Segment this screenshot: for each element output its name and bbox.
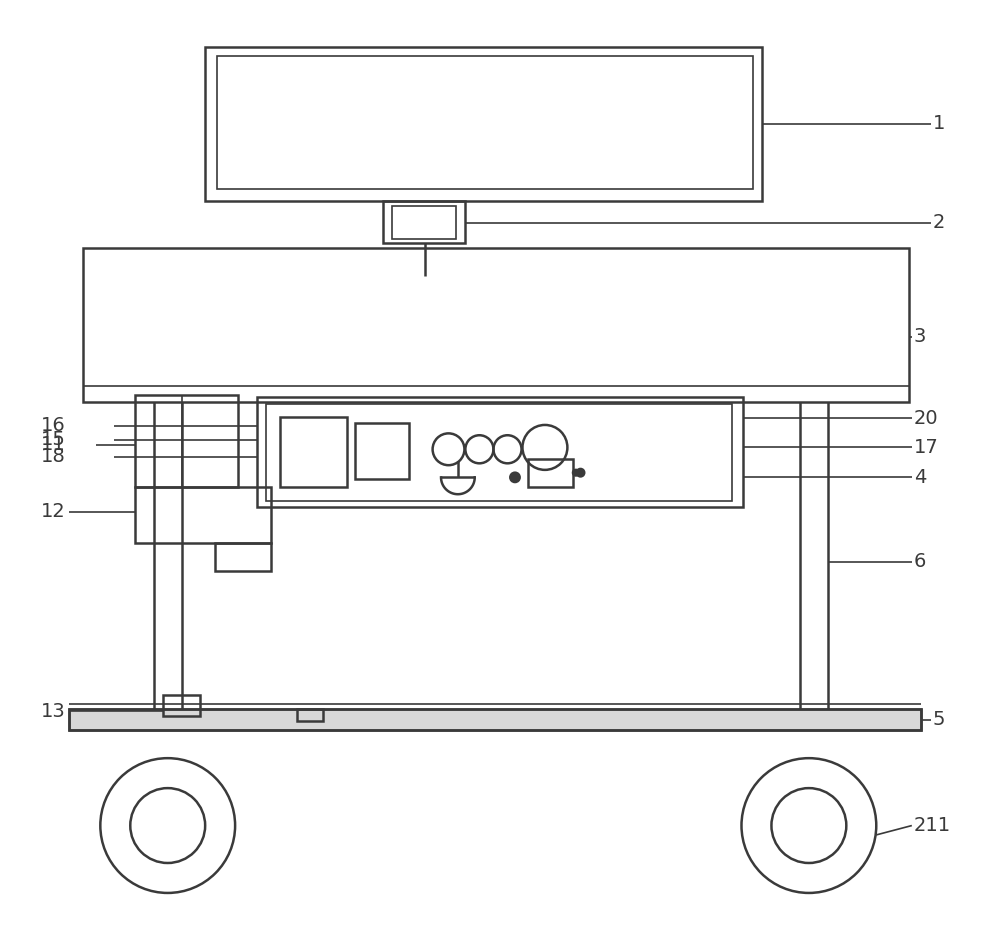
Circle shape <box>573 470 579 475</box>
Circle shape <box>577 469 584 476</box>
Bar <box>392 206 456 239</box>
Text: 18: 18 <box>41 447 66 466</box>
Bar <box>83 248 909 402</box>
Text: 13: 13 <box>41 702 66 721</box>
Bar <box>280 417 347 487</box>
Bar <box>69 709 921 730</box>
Bar <box>69 709 921 730</box>
Text: 2: 2 <box>932 213 945 232</box>
Bar <box>266 404 732 501</box>
Text: 12: 12 <box>41 503 66 521</box>
Bar <box>135 487 271 543</box>
Bar <box>257 397 743 507</box>
Text: 15: 15 <box>41 431 66 449</box>
Bar <box>383 201 465 243</box>
Bar <box>205 47 762 201</box>
Text: 16: 16 <box>41 417 66 435</box>
Text: 1: 1 <box>932 114 945 133</box>
Bar <box>215 543 271 571</box>
Bar <box>163 695 200 716</box>
Text: 5: 5 <box>932 710 945 729</box>
Text: 17: 17 <box>914 438 938 457</box>
Bar <box>528 459 573 487</box>
Text: 6: 6 <box>914 552 926 571</box>
Bar <box>355 423 409 479</box>
Text: 20: 20 <box>914 409 938 428</box>
Circle shape <box>510 473 520 482</box>
Bar <box>297 709 323 721</box>
Text: 3: 3 <box>914 328 926 346</box>
Text: 211: 211 <box>914 816 951 835</box>
Text: 4: 4 <box>914 468 926 487</box>
Bar <box>217 56 753 189</box>
Bar <box>135 395 238 487</box>
Text: 11: 11 <box>41 435 66 454</box>
